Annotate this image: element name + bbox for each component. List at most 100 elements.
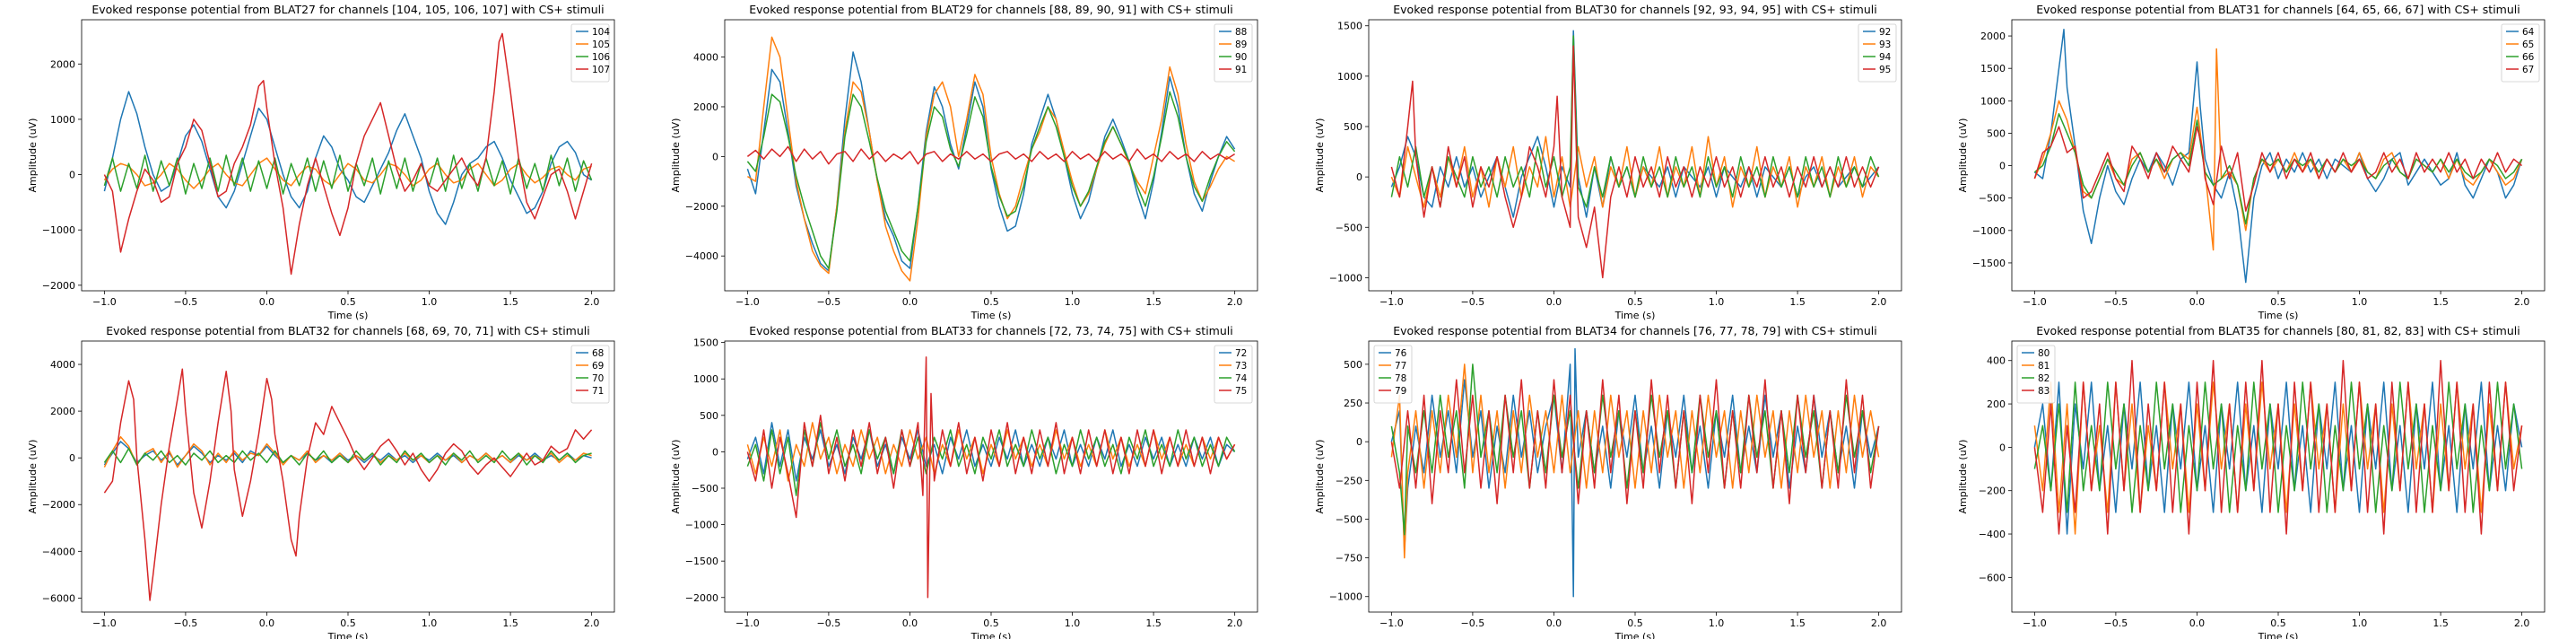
series-line-70 bbox=[103, 448, 592, 466]
y-tick-label: 1500 bbox=[1337, 21, 1362, 32]
y-tick-label: 1500 bbox=[693, 337, 718, 349]
legend-label: 78 bbox=[1395, 373, 1406, 384]
y-tick-label: −1000 bbox=[1329, 591, 1362, 603]
legend-label: 95 bbox=[1879, 65, 1891, 75]
legend-label: 93 bbox=[1879, 39, 1891, 50]
plot-area bbox=[1390, 347, 1880, 598]
series-line-95 bbox=[1390, 45, 1880, 279]
y-tick-label: 1000 bbox=[50, 114, 75, 126]
chart-panel-6: Evoked response potential from BLAT33 fo… bbox=[670, 324, 1258, 639]
x-axis-label: Time (s) bbox=[970, 310, 1012, 321]
x-axis-label: Time (s) bbox=[1614, 310, 1656, 321]
y-tick-label: 500 bbox=[1344, 121, 1362, 133]
y-tick-label: 200 bbox=[1987, 398, 2006, 410]
y-tick-label: −4000 bbox=[685, 250, 718, 262]
x-tick-label: −1.0 bbox=[2023, 617, 2047, 629]
y-tick-label: 0 bbox=[1999, 442, 2006, 453]
y-tick-label: −1500 bbox=[1972, 258, 2006, 269]
x-tick-label: 0.0 bbox=[1546, 617, 1562, 629]
chart-panel-3: Evoked response potential from BLAT30 fo… bbox=[1314, 3, 1902, 321]
x-tick-label: 0.5 bbox=[983, 617, 999, 629]
y-tick-label: −1000 bbox=[1972, 225, 2006, 237]
series-line-67 bbox=[2033, 126, 2523, 212]
legend-label: 90 bbox=[1235, 52, 1247, 63]
legend-label: 88 bbox=[1235, 27, 1247, 38]
x-tick-label: 0.5 bbox=[1627, 296, 1643, 308]
x-tick-label: −1.0 bbox=[735, 617, 760, 629]
y-tick-label: 250 bbox=[1344, 398, 1362, 409]
legend-label: 73 bbox=[1235, 361, 1247, 372]
legend-label: 67 bbox=[2522, 65, 2534, 75]
x-tick-label: 1.0 bbox=[1065, 617, 1081, 629]
chart-title: Evoked response potential from BLAT30 fo… bbox=[1393, 3, 1876, 16]
plot-area bbox=[746, 356, 1236, 599]
series-line-66 bbox=[2033, 113, 2523, 225]
series-line-105 bbox=[103, 157, 592, 189]
x-tick-label: −0.5 bbox=[2104, 296, 2128, 308]
x-tick-label: 1.5 bbox=[502, 617, 518, 629]
y-axis-label: Amplitude (uV) bbox=[670, 440, 682, 514]
x-tick-label: −0.5 bbox=[817, 617, 841, 629]
y-axis-label: Amplitude (uV) bbox=[1314, 440, 1326, 514]
series-line-74 bbox=[746, 422, 1236, 496]
plot-area bbox=[746, 36, 1236, 282]
y-tick-label: −500 bbox=[1979, 193, 2006, 205]
x-tick-label: 1.5 bbox=[1789, 296, 1806, 308]
legend-label: 74 bbox=[1235, 373, 1248, 384]
legend-label: 69 bbox=[592, 361, 604, 372]
y-tick-label: −500 bbox=[1336, 222, 1362, 233]
y-tick-label: 0 bbox=[712, 446, 718, 458]
legend-label: 68 bbox=[592, 348, 604, 359]
y-tick-label: −2000 bbox=[42, 499, 75, 511]
series-line-71 bbox=[103, 368, 593, 601]
y-tick-label: 2000 bbox=[50, 406, 75, 417]
y-tick-label: 500 bbox=[1987, 127, 2006, 139]
series-line-65 bbox=[2033, 48, 2523, 251]
x-tick-label: 2.0 bbox=[1227, 296, 1243, 308]
y-tick-label: 1000 bbox=[1980, 95, 2006, 107]
legend-box bbox=[2501, 23, 2540, 83]
legend-label: 65 bbox=[2522, 39, 2534, 50]
axes-frame bbox=[81, 340, 615, 613]
y-tick-label: 4000 bbox=[693, 52, 718, 64]
series-line-91 bbox=[746, 145, 1235, 165]
y-tick-label: −400 bbox=[1979, 529, 2006, 540]
plot-area bbox=[1390, 30, 1880, 279]
y-tick-label: 500 bbox=[700, 410, 718, 422]
x-tick-label: 1.0 bbox=[1709, 617, 1725, 629]
x-tick-label: 1.5 bbox=[502, 296, 518, 308]
chart-title: Evoked response potential from BLAT27 fo… bbox=[91, 3, 604, 16]
legend-label: 107 bbox=[592, 65, 610, 75]
x-tick-label: 1.0 bbox=[1065, 296, 1081, 308]
y-tick-label: 0 bbox=[69, 170, 75, 181]
y-tick-label: 2000 bbox=[50, 58, 75, 70]
x-axis-label: Time (s) bbox=[1614, 631, 1656, 639]
x-tick-label: 1.0 bbox=[1709, 296, 1725, 308]
x-tick-label: 0.0 bbox=[1546, 296, 1562, 308]
x-axis-label: Time (s) bbox=[327, 631, 369, 639]
chart-panel-1: Evoked response potential from BLAT27 fo… bbox=[27, 3, 615, 321]
chart-title: Evoked response potential from BLAT33 fo… bbox=[749, 324, 1232, 337]
legend-label: 82 bbox=[2038, 373, 2049, 384]
chart-title: Evoked response potential from BLAT29 fo… bbox=[749, 3, 1232, 16]
series-line-64 bbox=[2033, 29, 2523, 284]
x-tick-label: 1.0 bbox=[2352, 617, 2368, 629]
y-tick-label: −4000 bbox=[42, 546, 75, 557]
x-axis-label: Time (s) bbox=[2258, 310, 2299, 321]
x-tick-label: 0.0 bbox=[259, 617, 275, 629]
x-tick-label: 2.0 bbox=[584, 617, 600, 629]
x-tick-label: −0.5 bbox=[1461, 296, 1485, 308]
legend-label: 106 bbox=[592, 52, 610, 63]
series-line-106 bbox=[103, 154, 593, 195]
axes-frame bbox=[2011, 19, 2546, 292]
chart-panel-8: Evoked response potential from BLAT35 fo… bbox=[1957, 324, 2546, 639]
x-tick-label: 2.0 bbox=[584, 296, 600, 308]
legend-label: 79 bbox=[1395, 386, 1406, 397]
x-tick-label: −0.5 bbox=[174, 296, 198, 308]
legend-label: 76 bbox=[1395, 348, 1407, 359]
axes-frame bbox=[724, 340, 1258, 613]
x-tick-label: 2.0 bbox=[2514, 617, 2530, 629]
